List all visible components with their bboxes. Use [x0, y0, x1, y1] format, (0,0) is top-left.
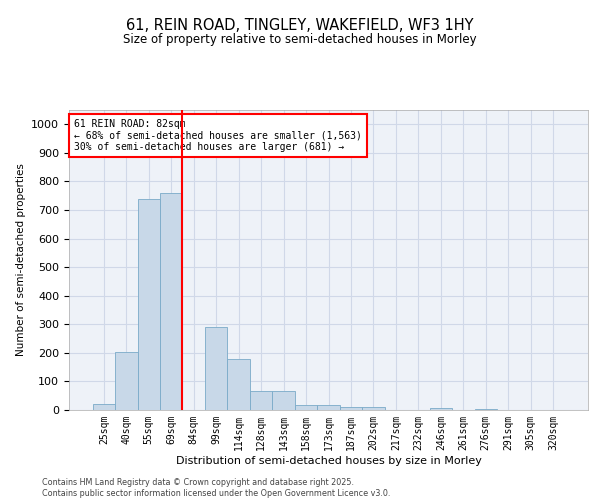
Bar: [92, 404, 115, 410]
Bar: [317, 405, 340, 410]
X-axis label: Distribution of semi-detached houses by size in Morley: Distribution of semi-detached houses by …: [176, 456, 481, 466]
Bar: [115, 352, 137, 410]
Text: Contains HM Land Registry data © Crown copyright and database right 2025.
Contai: Contains HM Land Registry data © Crown c…: [42, 478, 391, 498]
Bar: [227, 359, 250, 410]
Bar: [137, 199, 160, 410]
Text: 61, REIN ROAD, TINGLEY, WAKEFIELD, WF3 1HY: 61, REIN ROAD, TINGLEY, WAKEFIELD, WF3 1…: [126, 18, 474, 32]
Text: 61 REIN ROAD: 82sqm
← 68% of semi-detached houses are smaller (1,563)
30% of sem: 61 REIN ROAD: 82sqm ← 68% of semi-detach…: [74, 119, 362, 152]
Bar: [430, 408, 452, 410]
Bar: [475, 408, 497, 410]
Bar: [362, 406, 385, 410]
Bar: [250, 392, 272, 410]
Bar: [340, 406, 362, 410]
Bar: [160, 194, 182, 410]
Bar: [205, 326, 227, 410]
Bar: [295, 405, 317, 410]
Text: Size of property relative to semi-detached houses in Morley: Size of property relative to semi-detach…: [123, 32, 477, 46]
Y-axis label: Number of semi-detached properties: Number of semi-detached properties: [16, 164, 26, 356]
Bar: [272, 392, 295, 410]
